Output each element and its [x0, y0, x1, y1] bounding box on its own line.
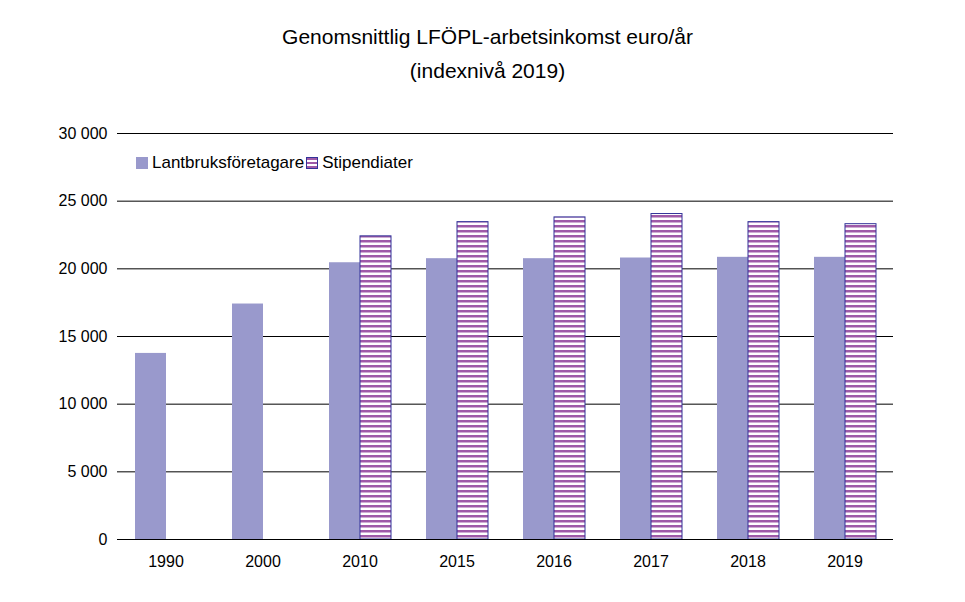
svg-text:2010: 2010 [342, 553, 378, 570]
svg-text:2018: 2018 [730, 553, 766, 570]
svg-text:15 000: 15 000 [59, 328, 108, 345]
html-text:Stipendiater: Stipendiater [322, 153, 413, 172]
svg-text:1990: 1990 [148, 553, 184, 570]
html-text:Genomsnittlig LFÖPL-arbetsinko: Genomsnittlig LFÖPL-arbetsinkomst euro/å… [282, 25, 693, 48]
svg-text:10 000: 10 000 [59, 395, 108, 412]
html-text:Lantbruksföretagare: Lantbruksföretagare [152, 153, 305, 172]
svg-text:2019: 2019 [827, 553, 863, 570]
html-text:(indexnivå 2019): (indexnivå 2019) [409, 59, 566, 82]
svg-text:30 000: 30 000 [59, 125, 108, 142]
svg-text:5 000: 5 000 [67, 463, 107, 480]
svg-text:2000: 2000 [245, 553, 281, 570]
svg-text:2017: 2017 [633, 553, 669, 570]
svg-text:2015: 2015 [439, 553, 475, 570]
svg-text:2016: 2016 [536, 553, 572, 570]
svg-text:25 000: 25 000 [59, 192, 108, 209]
svg-text:0: 0 [99, 531, 108, 548]
svg-text:20 000: 20 000 [59, 260, 108, 277]
